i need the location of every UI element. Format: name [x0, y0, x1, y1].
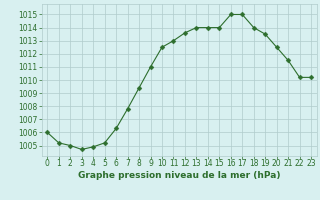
X-axis label: Graphe pression niveau de la mer (hPa): Graphe pression niveau de la mer (hPa) — [78, 171, 280, 180]
